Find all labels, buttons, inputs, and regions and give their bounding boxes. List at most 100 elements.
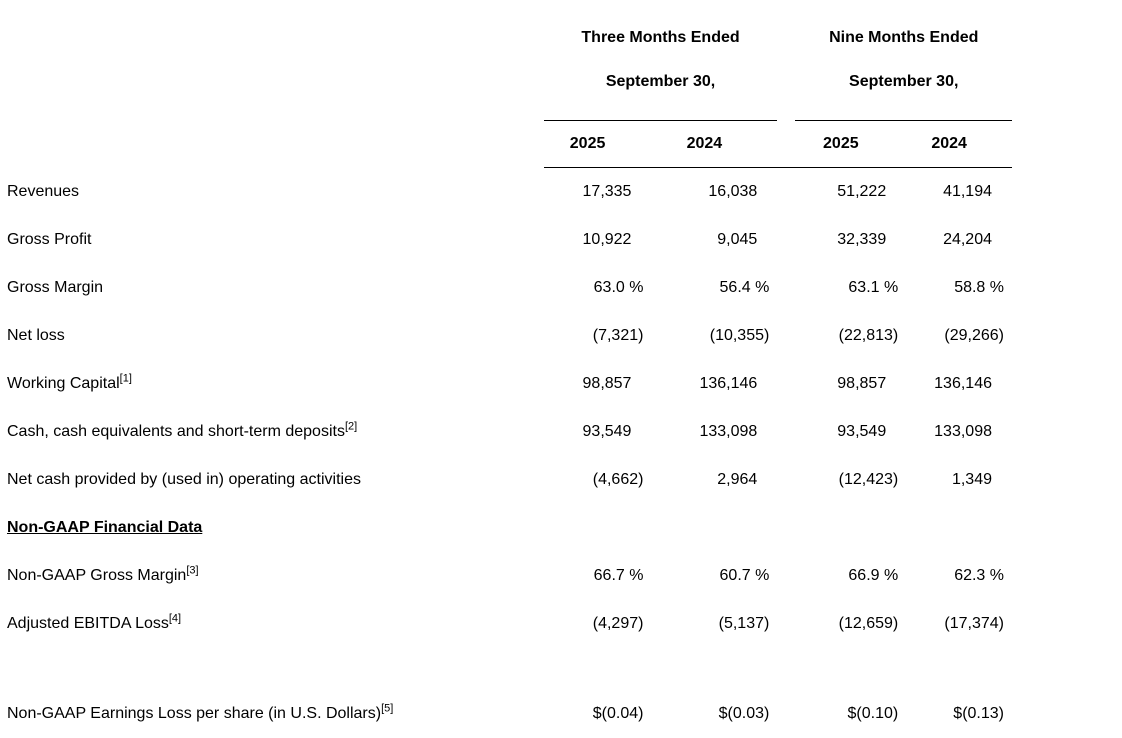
table-row: Revenues 17,335 16,038 51,222 41,194 bbox=[7, 168, 1012, 217]
table-row: Adjusted EBITDA Loss[4] (4,297) (5,137) (12… bbox=[7, 600, 1012, 648]
column-group-subtitle: September 30, bbox=[849, 73, 959, 90]
row-label: Net loss bbox=[7, 327, 65, 344]
cell-value: (10,355) bbox=[709, 327, 770, 344]
row-label: Gross Margin bbox=[7, 279, 104, 296]
cell-value: (12,423) bbox=[838, 471, 899, 488]
cell-value bbox=[795, 504, 906, 552]
row-label: Non-GAAP Financial Data bbox=[7, 519, 203, 536]
table-row: Gross Margin 63.0 % 56.4 % 63.1 % 58.8 % bbox=[7, 264, 1012, 312]
row-label: Working Capital[1] bbox=[7, 372, 132, 392]
cell-value: (17,374) bbox=[944, 615, 1004, 632]
cell-value: $(0.10) bbox=[847, 705, 899, 722]
label-column-header bbox=[7, 8, 544, 121]
column-group-nine-months: Nine Months Ended September 30, bbox=[795, 8, 1012, 121]
cell-value: 41,194 bbox=[943, 183, 992, 200]
column-gap bbox=[777, 120, 796, 168]
column-gap bbox=[777, 312, 795, 360]
cell-value: 133,098 bbox=[699, 423, 758, 440]
table-row: Working Capital[1] 98,857 136,146 98,857 136… bbox=[7, 360, 1012, 408]
row-label: Non-GAAP Gross Margin[3] bbox=[7, 564, 199, 584]
column-group-three-months: Three Months Ended September 30, bbox=[543, 8, 778, 121]
cell-value: (12,659) bbox=[838, 615, 899, 632]
column-gap bbox=[777, 408, 795, 456]
column-group-subtitle: September 30, bbox=[605, 73, 716, 90]
column-group-title: Three Months Ended bbox=[581, 29, 740, 46]
table-row: Cash, cash equivalents and short-term de… bbox=[7, 408, 1012, 456]
table-row: Non-GAAP Earnings Loss per share (in U.S… bbox=[7, 690, 1012, 738]
cell-value: 1,349 bbox=[951, 471, 992, 488]
cell-value: 17,335 bbox=[582, 183, 632, 200]
cell-value bbox=[906, 648, 1012, 690]
column-group-title: Nine Months Ended bbox=[829, 29, 979, 46]
cell-value: 98,857 bbox=[837, 375, 887, 392]
cell-value: (22,813) bbox=[838, 327, 899, 344]
cell-value bbox=[544, 648, 652, 690]
cell-value: 24,204 bbox=[943, 231, 992, 248]
cell-value: 32,339 bbox=[837, 231, 887, 248]
column-gap bbox=[777, 600, 795, 648]
period-header-row: Three Months Ended September 30, Nine Mo… bbox=[7, 8, 1012, 121]
column-gap bbox=[777, 648, 795, 690]
column-gap bbox=[777, 360, 795, 408]
footnote-ref: [3] bbox=[186, 564, 199, 577]
cell-value bbox=[651, 504, 777, 552]
cell-value: (4,662) bbox=[592, 471, 644, 488]
cell-value: (4,297) bbox=[592, 615, 644, 632]
years-header-row: 2025 2024 2025 2024 bbox=[7, 120, 1012, 168]
cell-value bbox=[651, 648, 777, 690]
financial-summary-table: Three Months Ended September 30, Nine Mo… bbox=[7, 8, 1012, 738]
cell-value: 10,922 bbox=[582, 231, 632, 248]
cell-value: 93,549 bbox=[837, 423, 887, 440]
cell-value: 136,146 bbox=[699, 375, 758, 392]
footnote-ref: [5] bbox=[381, 702, 394, 715]
footnote-ref: [1] bbox=[119, 372, 132, 385]
cell-value: 58.8 % bbox=[954, 279, 1004, 296]
row-label: Gross Profit bbox=[7, 231, 92, 248]
cell-value: (29,266) bbox=[944, 327, 1004, 344]
cell-value: 9,045 bbox=[717, 231, 758, 248]
year-header-9m-2025: 2025 bbox=[795, 120, 907, 168]
cell-value: (7,321) bbox=[592, 327, 644, 344]
cell-value: 66.9 % bbox=[848, 567, 899, 584]
table-row: Non-GAAP Gross Margin[3] 66.7 % 60.7 % 66.9… bbox=[7, 552, 1012, 600]
column-gap bbox=[777, 8, 795, 121]
table-row: Net loss (7,321) (10,355) (22,813) (29,266) bbox=[7, 312, 1012, 360]
column-gap bbox=[777, 552, 795, 600]
year-header-3m-2025: 2025 bbox=[543, 120, 652, 168]
cell-value bbox=[795, 648, 906, 690]
cell-value: $(0.04) bbox=[592, 705, 644, 722]
cell-value: 63.0 % bbox=[593, 279, 644, 296]
cell-value: $(0.03) bbox=[718, 705, 770, 722]
cell-value bbox=[544, 504, 652, 552]
cell-value: 133,098 bbox=[934, 423, 992, 440]
year-header-9m-2024: 2024 bbox=[906, 120, 1012, 168]
cell-value: 63.1 % bbox=[848, 279, 899, 296]
row-label bbox=[7, 648, 544, 690]
year-header-3m-2024: 2024 bbox=[651, 120, 778, 168]
cell-value: $(0.13) bbox=[953, 705, 1004, 722]
cell-value: 60.7 % bbox=[719, 567, 770, 584]
cell-value: 51,222 bbox=[837, 183, 887, 200]
row-label: Revenues bbox=[7, 182, 80, 200]
table-row: Net cash provided by (used in) operating… bbox=[7, 456, 1012, 504]
row-label: Cash, cash equivalents and short-term de… bbox=[7, 420, 358, 440]
footnote-ref: [4] bbox=[168, 612, 182, 625]
cell-value: 66.7 % bbox=[593, 567, 644, 584]
cell-value: (5,137) bbox=[718, 615, 770, 632]
table-row: Gross Profit 10,922 9,045 32,339 24,204 bbox=[7, 216, 1012, 264]
cell-value: 93,549 bbox=[582, 423, 632, 440]
table-body: Revenues 17,335 16,038 51,222 41,194 Gross Pr… bbox=[7, 168, 1012, 738]
cell-value: 136,146 bbox=[934, 375, 992, 392]
column-gap bbox=[777, 456, 795, 504]
cell-value: 56.4 % bbox=[719, 279, 770, 296]
table-header: Three Months Ended September 30, Nine Mo… bbox=[7, 8, 1012, 168]
cell-value bbox=[906, 504, 1012, 552]
column-gap bbox=[777, 504, 795, 552]
footnote-ref: [2] bbox=[344, 420, 358, 433]
spacer-row bbox=[7, 648, 1012, 690]
column-gap bbox=[777, 216, 795, 264]
cell-value: 62.3 % bbox=[954, 567, 1004, 584]
section-header-row: Non-GAAP Financial Data bbox=[7, 504, 1012, 552]
row-label: Net cash provided by (used in) operating… bbox=[7, 471, 361, 488]
column-gap bbox=[777, 264, 795, 312]
